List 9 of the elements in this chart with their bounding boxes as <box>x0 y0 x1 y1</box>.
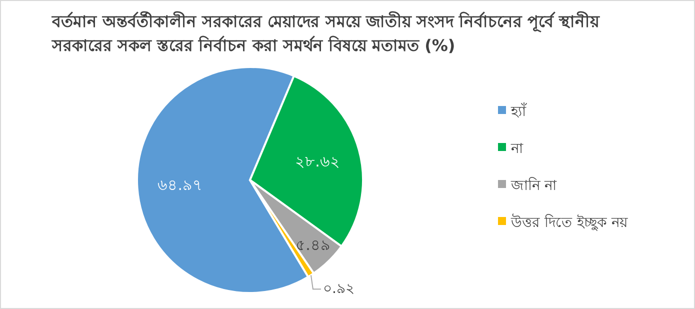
chart-title: বর্তমান অন্তর্বর্তীকালীন সরকারের মেয়াদের সময়ে জাতীয় সংসদ নির্বাচনের পূর্বে স্থানীয় সরকারের সকল স্তরের নির্বাচন করা সমর্থন বিষয়ে মতামত (%) <box>51 11 600 55</box>
legend-label: উত্তর দিতে ইচ্ছুক নয় <box>510 214 628 231</box>
data-label: ০.৯২ <box>322 281 354 298</box>
legend-label: হ্যাঁ <box>510 102 527 120</box>
legend-label: জানি না <box>510 176 558 194</box>
data-label: ৫.৪৯ <box>296 236 330 254</box>
legend-label: না <box>510 140 524 157</box>
data-label: ২৮.৬২ <box>295 152 340 170</box>
data-label: ৬৪.৯৭ <box>158 176 203 194</box>
